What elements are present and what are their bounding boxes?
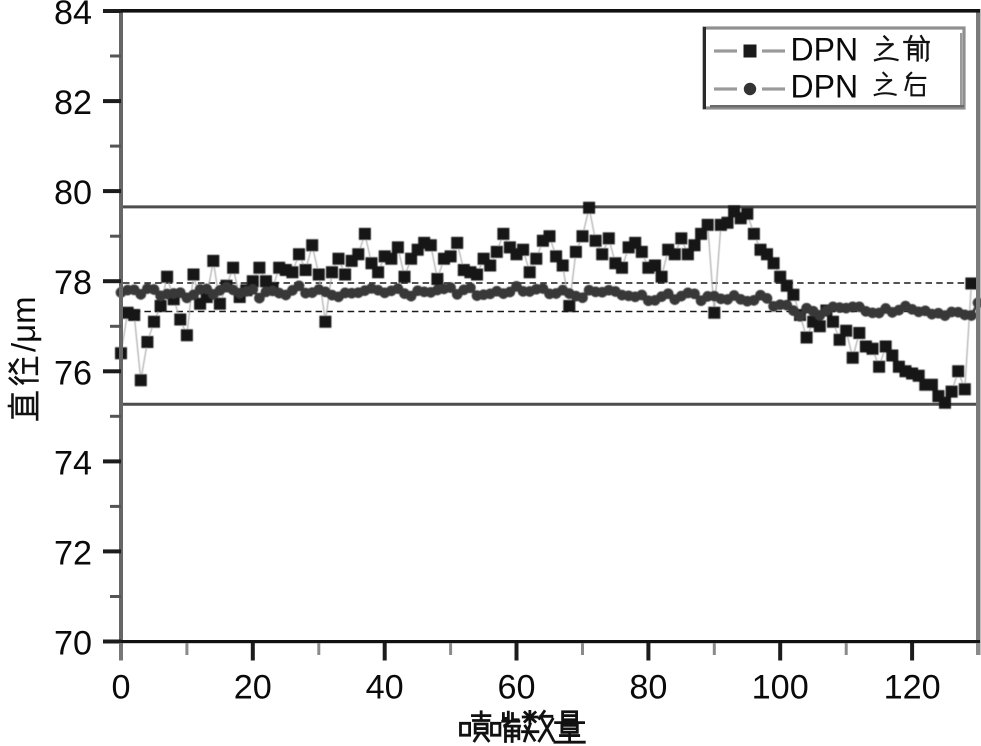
svg-text:80: 80 bbox=[54, 174, 92, 212]
svg-text:84: 84 bbox=[54, 0, 92, 32]
svg-text:70: 70 bbox=[54, 625, 92, 663]
svg-text:78: 78 bbox=[54, 264, 92, 302]
svg-text:120: 120 bbox=[884, 669, 941, 707]
svg-text:100: 100 bbox=[752, 669, 809, 707]
svg-text:/μm: /μm bbox=[5, 296, 42, 352]
svg-text:DPN: DPN bbox=[791, 32, 859, 68]
svg-text:40: 40 bbox=[366, 669, 404, 707]
svg-text:72: 72 bbox=[54, 534, 92, 572]
svg-text:82: 82 bbox=[54, 84, 92, 122]
svg-text:0: 0 bbox=[111, 669, 130, 707]
svg-text:20: 20 bbox=[234, 669, 272, 707]
svg-text:60: 60 bbox=[497, 669, 535, 707]
svg-text:74: 74 bbox=[54, 444, 92, 482]
svg-text:76: 76 bbox=[54, 354, 92, 392]
svg-text:80: 80 bbox=[629, 669, 667, 707]
svg-text:DPN: DPN bbox=[791, 69, 859, 105]
